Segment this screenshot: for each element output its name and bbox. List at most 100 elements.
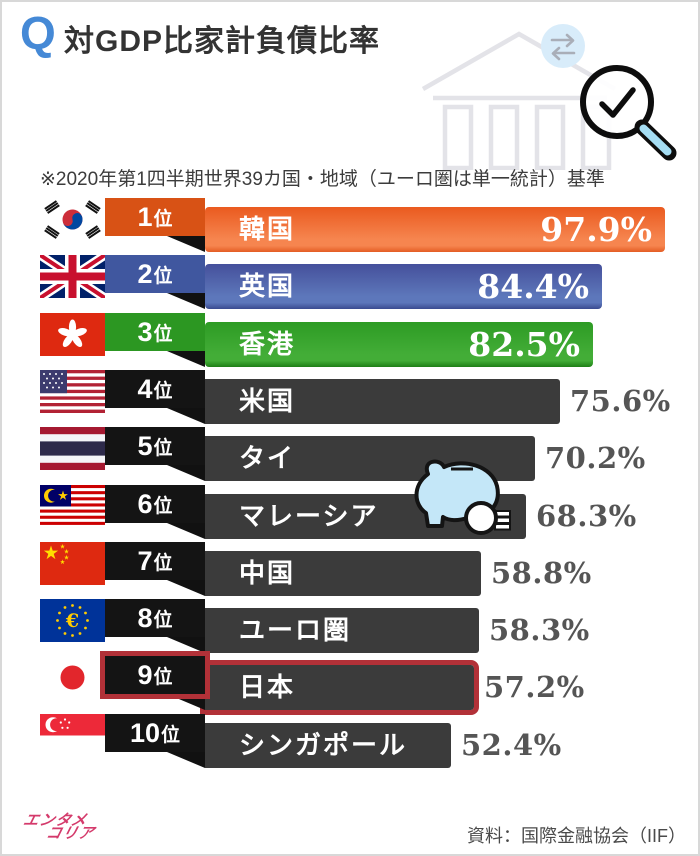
country-label: 香港: [239, 329, 296, 359]
singapore-flag-icon: [40, 714, 105, 757]
ribbon-fold: [167, 351, 205, 367]
bank-building-icon: [421, 24, 617, 170]
percent-label: 58.3%: [489, 613, 590, 647]
rank-suffix: 位: [153, 437, 173, 459]
rank-number: 2: [137, 258, 153, 289]
rank-suffix: 位: [153, 380, 173, 402]
bar-thailand: タイ 70.2%: [205, 436, 645, 481]
rank-suffix: 位: [153, 208, 173, 230]
page-title: 対GDP比家計負債比率: [64, 25, 381, 58]
rank-suffix: 位: [153, 609, 173, 631]
rank-suffix: 位: [153, 265, 173, 287]
country-label: 韓国: [239, 214, 296, 244]
rank-suffix: 位: [153, 552, 173, 574]
country-label: シンガポール: [239, 730, 408, 760]
country-label: タイ: [239, 443, 296, 473]
bar-japan: 日本 57.2%: [200, 660, 584, 715]
entame-korea-logo: エンタメ コリア: [19, 812, 99, 842]
south-korea-flag-icon: [40, 198, 105, 241]
magnifier-check-icon: [580, 65, 677, 161]
eurozone-flag-icon: €: [40, 599, 105, 642]
percent-label: 68.3%: [536, 499, 637, 533]
ribbon-fold: [167, 523, 205, 539]
exchange-arrows-icon: [541, 24, 585, 68]
rank-number: 10: [129, 717, 161, 748]
ribbon-fold: [167, 293, 205, 309]
percent-label: 84.4%: [477, 267, 589, 306]
percent-label: 97.9%: [540, 210, 652, 249]
percent-label: 82.5%: [468, 325, 580, 364]
rank-badge: 10 位: [105, 714, 205, 752]
rank-number: 4: [137, 373, 153, 404]
bar-uk: 英国 84.4%: [205, 264, 602, 309]
country-label: 米国: [239, 386, 296, 416]
percent-label: 57.2%: [484, 670, 585, 704]
country-label: 中国: [239, 558, 296, 588]
rank-suffix: 位: [161, 724, 181, 746]
piggy-bank-icon: [414, 459, 511, 535]
bar-usa: 米国 75.6%: [205, 379, 670, 424]
hong-kong-flag-icon: [40, 313, 105, 356]
percent-label: 58.8%: [491, 556, 592, 590]
percent-label: 75.6%: [570, 384, 671, 418]
ribbon-fold: [167, 752, 205, 768]
percent-label: 70.2%: [545, 441, 646, 475]
malaysia-flag-icon: [40, 485, 105, 528]
ribbon-fold: [167, 465, 205, 481]
rank-suffix: 位: [153, 495, 173, 517]
ribbon-fold: [167, 236, 205, 252]
rank-number: 8: [137, 602, 153, 633]
united-kingdom-flag-icon: [40, 255, 105, 298]
ribbon-fold: [167, 580, 205, 596]
rank-number: 7: [137, 545, 153, 576]
japan-flag-icon: [40, 656, 105, 699]
united-states-flag-icon: [40, 370, 105, 413]
ribbon-fold: [167, 408, 205, 424]
bar-hongkong: 香港 82.5%: [205, 322, 593, 367]
country-label: マレーシア: [239, 501, 379, 531]
rank-number: 6: [137, 488, 153, 519]
bar-korea: 韓国 97.9%: [205, 207, 665, 252]
rank-suffix: 位: [153, 666, 173, 688]
rank-number: 5: [137, 430, 153, 461]
q-mark: Q: [20, 7, 56, 59]
bar-singapore: シンガポール 52.4%: [205, 723, 561, 768]
source-credit: 資料：国際金融協会（IIF）: [467, 826, 686, 846]
ribbon-fold: [167, 694, 205, 710]
logo-line2: コリア: [44, 825, 97, 842]
country-label: ユーロ圏: [239, 615, 352, 645]
country-label: 英国: [239, 271, 296, 301]
rank-number: 9: [137, 659, 153, 690]
thailand-flag-icon: [40, 427, 105, 470]
bar-eurozone: ユーロ圏 58.3%: [205, 608, 589, 653]
bar-china: 中国 58.8%: [205, 551, 591, 596]
ranking-row-singapore: 10 位 シンガポール 52.4%: [0, 714, 700, 771]
rank-suffix: 位: [153, 323, 173, 345]
svg-text:€: €: [65, 610, 79, 632]
rank-number: 1: [137, 201, 153, 232]
ribbon-fold: [167, 637, 205, 653]
country-label: 日本: [239, 672, 296, 702]
chart-note: ※2020年第1四半期世界39カ国・地域（ユーロ圏は単一統計）基準: [40, 169, 605, 190]
rank-number: 3: [137, 316, 153, 347]
percent-label: 52.4%: [461, 728, 562, 762]
china-flag-icon: [40, 542, 105, 585]
